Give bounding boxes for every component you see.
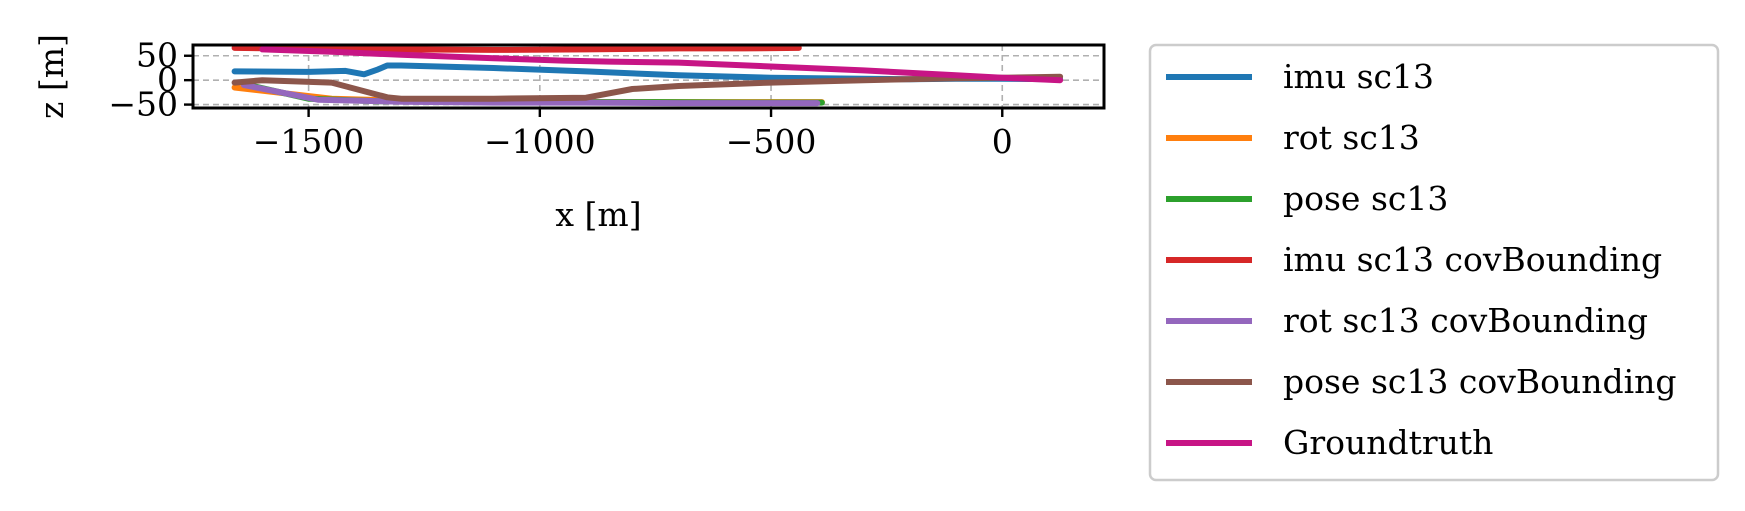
legend-box xyxy=(1148,43,1720,482)
axes-frame xyxy=(191,43,1106,110)
y-tick-label: 50 xyxy=(136,36,178,75)
y-tick-label: 0 xyxy=(157,60,178,99)
legend: imu sc13 rot sc13 pose sc13 imu sc13 covBou… xyxy=(1148,43,1720,482)
x-tick-label: −1500 xyxy=(253,122,365,161)
series-line-groundtruth xyxy=(259,46,1064,84)
x-tick-label: −1000 xyxy=(484,122,596,161)
y-tick-label: −50 xyxy=(108,85,178,124)
x-tick-label: 0 xyxy=(992,122,1013,161)
legend-label: pose sc13 xyxy=(1283,179,1448,218)
legend-label: rot sc13 covBounding xyxy=(1283,301,1648,340)
legend-label: pose sc13 covBounding xyxy=(1283,362,1677,401)
y-axis-label: z [m] xyxy=(32,34,71,119)
legend-label: imu sc13 covBounding xyxy=(1283,240,1662,279)
series-line-rot-sc13-covbounding xyxy=(240,82,821,107)
series-line-pose-sc13-covbounding xyxy=(231,73,1064,102)
legend-label: imu sc13 xyxy=(1283,57,1434,96)
x-tick-label: −500 xyxy=(726,122,817,161)
series-lines xyxy=(231,44,1064,107)
legend-label: Groundtruth xyxy=(1283,423,1493,462)
x-axis-label: x [m] xyxy=(555,195,641,234)
legend-label: rot sc13 xyxy=(1283,118,1420,157)
